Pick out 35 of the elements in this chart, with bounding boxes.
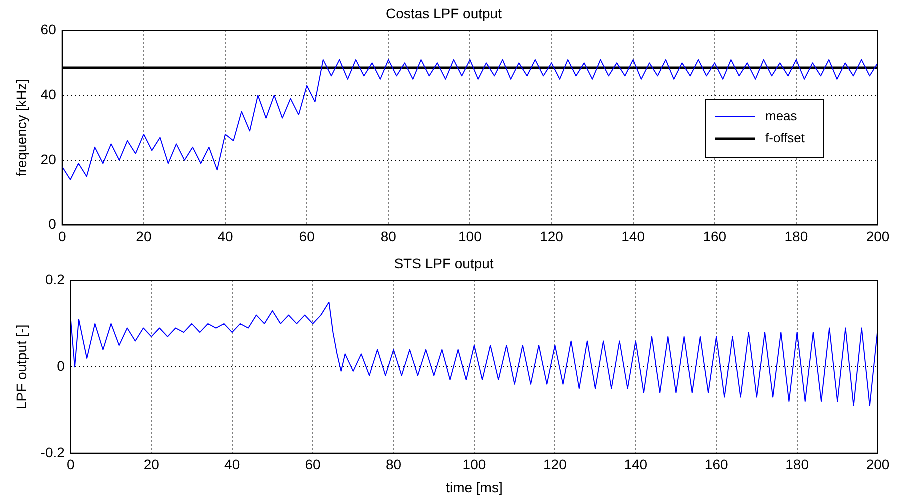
x-tick-label: 20 xyxy=(136,228,152,244)
y-axis-title: frequency [kHz] xyxy=(13,79,30,177)
x-tick-label: 200 xyxy=(866,228,890,244)
legend-label: f-offset xyxy=(766,130,806,146)
chart-title: STS LPF output xyxy=(394,255,494,272)
x-tick-label: 60 xyxy=(299,228,316,244)
x-tick-label: 100 xyxy=(458,228,482,244)
x-tick-label: 80 xyxy=(380,228,397,244)
chart-title: Costas LPF output xyxy=(386,5,502,22)
x-tick-label: 180 xyxy=(784,228,808,244)
x-tick-label: 0 xyxy=(67,456,76,473)
y-tick-label: 0.2 xyxy=(45,272,66,288)
y-tick-label: 40 xyxy=(40,86,57,102)
x-axis-title: time [ms] xyxy=(446,479,503,496)
x-tick-label: 140 xyxy=(624,456,648,473)
y-tick-label: 0 xyxy=(57,358,66,374)
x-tick-label: 100 xyxy=(462,456,486,473)
y-tick-label: 60 xyxy=(40,22,57,38)
y-tick-label: 0 xyxy=(48,216,57,232)
x-tick-label: 80 xyxy=(386,456,402,473)
x-tick-label: 120 xyxy=(540,228,564,244)
y-tick-label: -0.2 xyxy=(40,444,66,460)
x-tick-label: 160 xyxy=(704,456,728,473)
x-tick-label: 40 xyxy=(218,228,234,244)
x-tick-label: 200 xyxy=(866,456,890,473)
legend-label: meas xyxy=(766,108,798,124)
x-tick-label: 120 xyxy=(543,456,568,473)
x-tick-label: 160 xyxy=(703,228,727,244)
x-tick-label: 180 xyxy=(786,456,810,473)
x-tick-label: 40 xyxy=(224,456,240,473)
y-tick-label: 20 xyxy=(40,151,57,168)
x-tick-label: 140 xyxy=(622,228,646,244)
y-axis-title: LPF output [-] xyxy=(13,324,30,410)
x-tick-label: 20 xyxy=(144,456,160,473)
x-tick-label: 60 xyxy=(305,456,322,473)
